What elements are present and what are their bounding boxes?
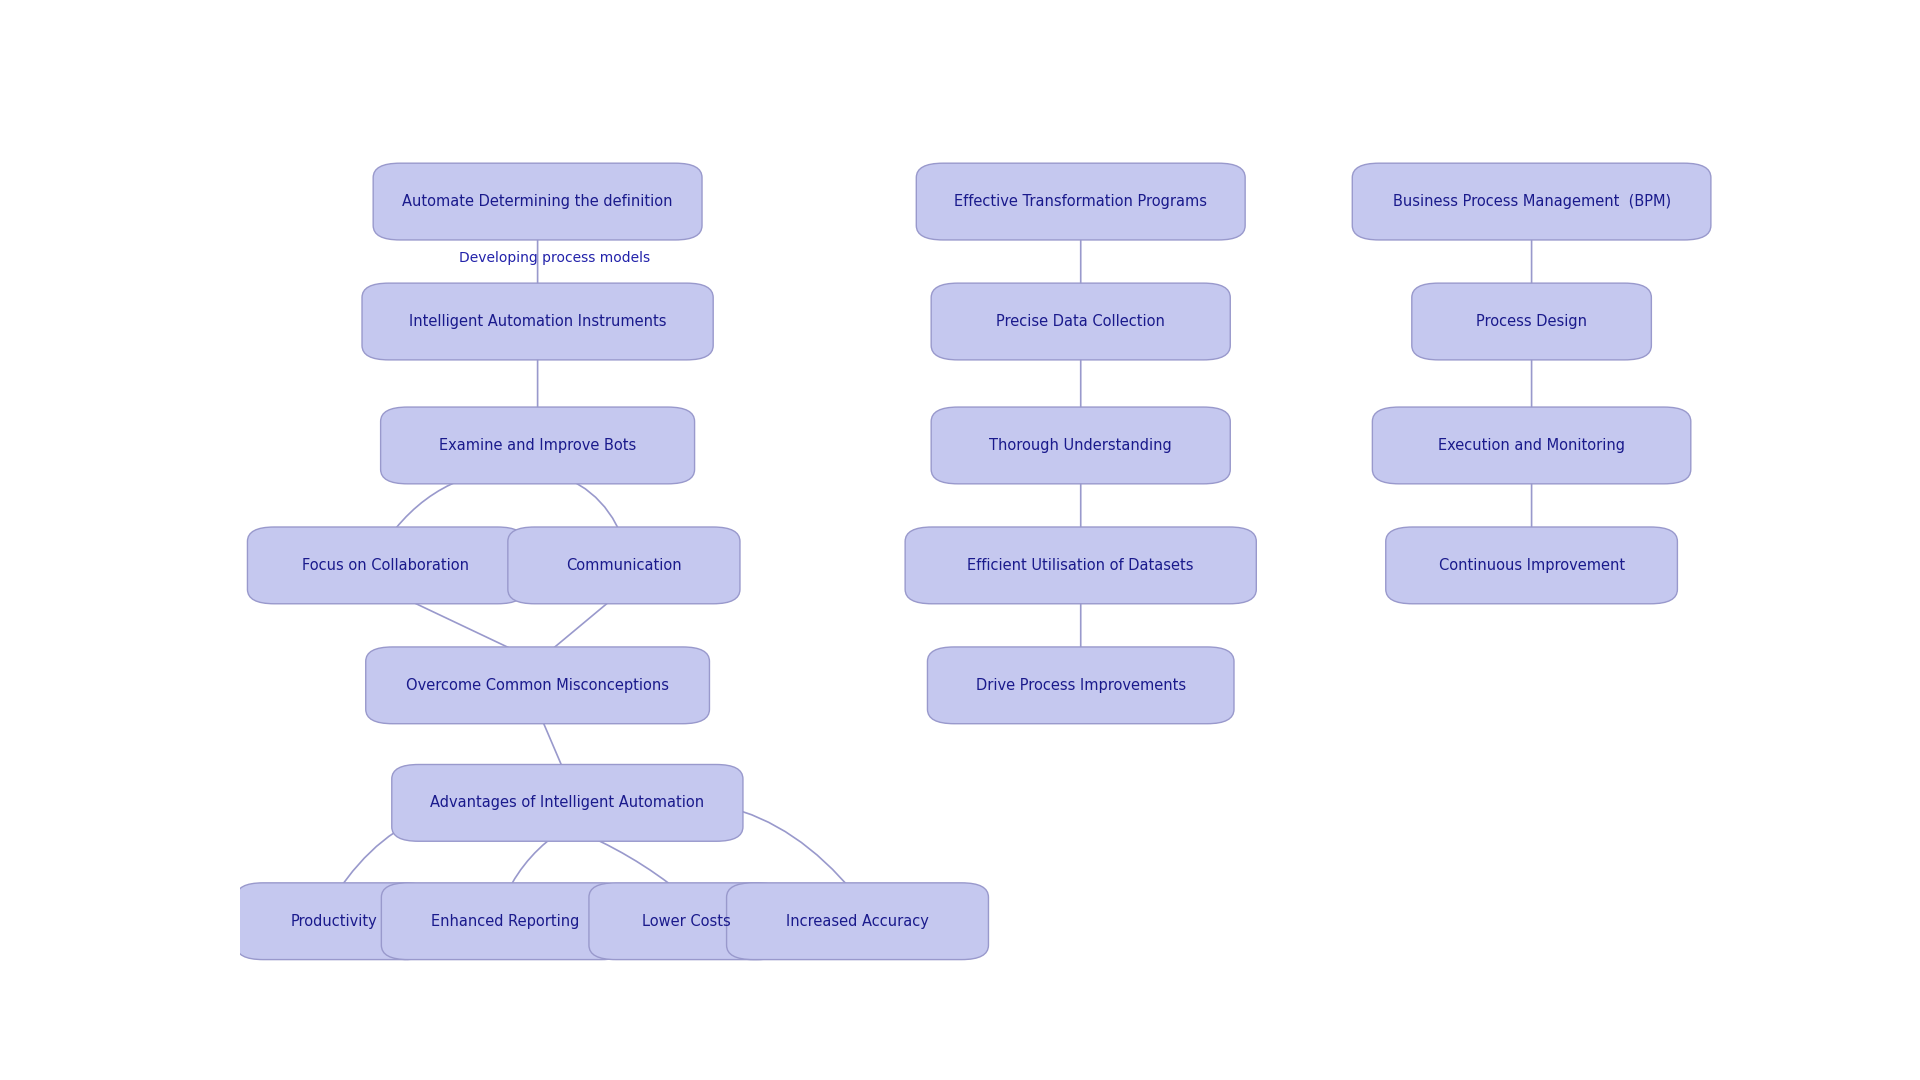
FancyBboxPatch shape	[726, 882, 989, 960]
FancyBboxPatch shape	[380, 407, 695, 484]
FancyBboxPatch shape	[904, 527, 1256, 604]
FancyBboxPatch shape	[363, 283, 712, 360]
FancyBboxPatch shape	[931, 407, 1231, 484]
Text: Focus on Collaboration: Focus on Collaboration	[301, 558, 468, 572]
FancyBboxPatch shape	[1373, 407, 1692, 484]
FancyBboxPatch shape	[382, 882, 628, 960]
Text: Lower Costs: Lower Costs	[641, 914, 732, 929]
FancyBboxPatch shape	[931, 283, 1231, 360]
Text: Effective Transformation Programs: Effective Transformation Programs	[954, 194, 1208, 210]
FancyBboxPatch shape	[1352, 163, 1711, 240]
Text: Productivity: Productivity	[290, 914, 376, 929]
Text: Intelligent Automation Instruments: Intelligent Automation Instruments	[409, 314, 666, 329]
Text: Increased Accuracy: Increased Accuracy	[785, 914, 929, 929]
Text: Examine and Improve Bots: Examine and Improve Bots	[440, 438, 636, 453]
Text: Process Design: Process Design	[1476, 314, 1588, 329]
FancyBboxPatch shape	[1386, 527, 1678, 604]
Text: Business Process Management  (BPM): Business Process Management (BPM)	[1392, 194, 1670, 210]
Text: Developing process models: Developing process models	[459, 251, 649, 265]
Text: Continuous Improvement: Continuous Improvement	[1438, 558, 1624, 572]
FancyBboxPatch shape	[236, 882, 432, 960]
FancyBboxPatch shape	[365, 647, 710, 724]
FancyBboxPatch shape	[589, 882, 783, 960]
Text: Communication: Communication	[566, 558, 682, 572]
Text: Drive Process Improvements: Drive Process Improvements	[975, 678, 1187, 693]
Text: Execution and Monitoring: Execution and Monitoring	[1438, 438, 1624, 453]
FancyBboxPatch shape	[248, 527, 524, 604]
Text: Thorough Understanding: Thorough Understanding	[989, 438, 1171, 453]
Text: Efficient Utilisation of Datasets: Efficient Utilisation of Datasets	[968, 558, 1194, 572]
FancyBboxPatch shape	[927, 647, 1235, 724]
FancyBboxPatch shape	[507, 527, 739, 604]
Text: Advantages of Intelligent Automation: Advantages of Intelligent Automation	[430, 795, 705, 810]
Text: Precise Data Collection: Precise Data Collection	[996, 314, 1165, 329]
FancyBboxPatch shape	[392, 765, 743, 841]
Text: Automate Determining the definition: Automate Determining the definition	[403, 194, 672, 210]
Text: Enhanced Reporting: Enhanced Reporting	[430, 914, 580, 929]
FancyBboxPatch shape	[1411, 283, 1651, 360]
Text: Overcome Common Misconceptions: Overcome Common Misconceptions	[407, 678, 668, 693]
FancyBboxPatch shape	[916, 163, 1246, 240]
FancyBboxPatch shape	[372, 163, 703, 240]
